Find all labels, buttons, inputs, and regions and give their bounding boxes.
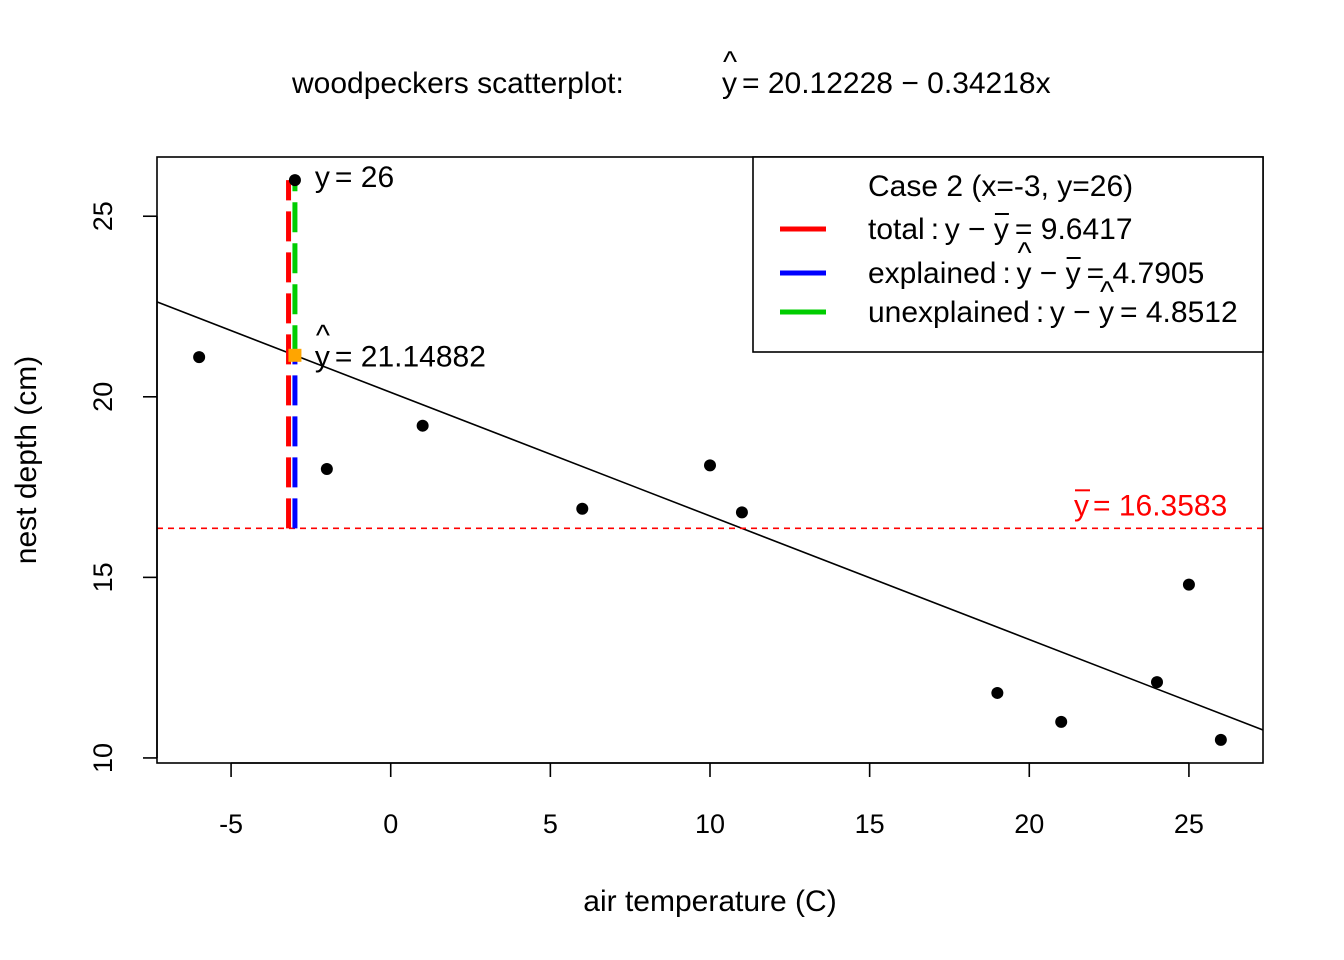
yhat-annotation-hat: ^ <box>316 319 330 352</box>
y-tick-label: 10 <box>88 743 118 773</box>
x-tick-label: 10 <box>695 809 725 839</box>
mean-label-value: = 16.3583 <box>1093 489 1227 522</box>
legend-entry-name: unexplained <box>868 296 1030 329</box>
legend-entry-colon: : <box>1002 257 1010 290</box>
data-point <box>416 419 429 432</box>
data-points <box>193 174 1227 746</box>
legend-entry-name: total <box>868 213 925 246</box>
x-axis-label: air temperature (C) <box>583 885 836 918</box>
y-annotation-value: = 26 <box>335 161 394 194</box>
data-point <box>320 463 333 476</box>
yhat-annotation-value: = 21.14882 <box>335 340 486 373</box>
legend-entry-colon: : <box>1036 296 1044 329</box>
x-tick-label: 15 <box>855 809 885 839</box>
mean-label-var: y <box>1074 489 1089 522</box>
legend-entry-explained: explained: y − y = 4.7905 ^ <box>780 237 1204 290</box>
data-point <box>704 459 716 472</box>
legend-entry-name: explained <box>868 257 996 290</box>
data-point <box>1182 578 1195 591</box>
legend-entry-value: = 4.7905 <box>1087 257 1205 290</box>
data-point <box>735 506 748 519</box>
legend-entry-total: total: y − y = 9.6417 <box>780 213 1133 246</box>
title-hat-mark: ^ <box>723 46 737 79</box>
legend-entry-expression: y − y <box>1016 257 1080 290</box>
x-tick-label: 20 <box>1014 809 1044 839</box>
x-tick-label: 0 <box>383 809 398 839</box>
legend: Case 2 (x=-3, y=26) total: y − y = 9.6417e… <box>752 156 1264 353</box>
legend-title: Case 2 (x=-3, y=26) <box>868 170 1133 203</box>
data-point <box>193 351 206 364</box>
x-tick-label: -5 <box>219 809 243 839</box>
data-point <box>991 686 1004 699</box>
legend-entry-expression: y − y <box>1050 296 1114 329</box>
y-tick-label: 25 <box>88 201 118 231</box>
title-prefix: woodpeckers scatterplot: <box>291 67 632 100</box>
legend-entry-colon: : <box>931 213 939 246</box>
y-tick-label: 15 <box>88 562 118 592</box>
legend-hat-mark: ^ <box>1017 237 1031 270</box>
y-axis: 10 15 20 25 <box>88 201 158 773</box>
x-axis: -5 0 5 10 15 20 25 <box>219 762 1204 839</box>
x-tick-label: 5 <box>543 809 558 839</box>
legend-entry-expression: y − y <box>945 213 1009 246</box>
chart-title: woodpeckers scatterplot: y ^ = 20.12228 … <box>291 46 1051 100</box>
legend-entry-value: = 9.6417 <box>1015 213 1133 246</box>
y-axis-label: nest depth (cm) <box>10 356 43 564</box>
regression-line <box>157 301 1263 731</box>
legend-entry-value: = 4.8512 <box>1120 296 1238 329</box>
x-tick-label: 25 <box>1174 809 1204 839</box>
data-point <box>1055 715 1068 728</box>
data-point <box>288 174 301 187</box>
title-equation: = 20.12228 − 0.34218x <box>742 67 1051 100</box>
legend-hat-mark: ^ <box>1100 276 1114 309</box>
data-point <box>1214 733 1227 746</box>
data-point <box>576 502 589 515</box>
y-tick-label: 20 <box>88 382 118 412</box>
yhat-marker <box>288 348 302 362</box>
title-yhat: y <box>722 67 737 100</box>
legend-entry-unexplained: unexplained: y − y = 4.8512^ <box>780 276 1238 329</box>
legend-box <box>752 156 1264 353</box>
data-point <box>1150 676 1163 689</box>
y-annotation-var: y <box>315 161 330 194</box>
yhat-annotation-var: y <box>315 340 330 373</box>
